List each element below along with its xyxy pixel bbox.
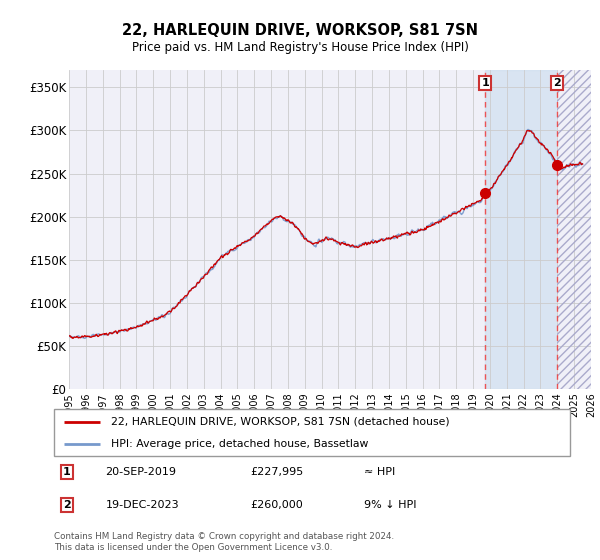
- Text: £227,995: £227,995: [250, 467, 304, 477]
- Text: Contains HM Land Registry data © Crown copyright and database right 2024.
This d: Contains HM Land Registry data © Crown c…: [54, 533, 394, 552]
- Text: 22, HARLEQUIN DRIVE, WORKSOP, S81 7SN (detached house): 22, HARLEQUIN DRIVE, WORKSOP, S81 7SN (d…: [111, 417, 449, 427]
- Text: 2: 2: [553, 78, 560, 88]
- Bar: [557, 70, 591, 389]
- Text: 19-DEC-2023: 19-DEC-2023: [106, 500, 179, 510]
- FancyBboxPatch shape: [54, 409, 570, 456]
- Text: £260,000: £260,000: [250, 500, 303, 510]
- Text: 20-SEP-2019: 20-SEP-2019: [106, 467, 176, 477]
- Text: 9% ↓ HPI: 9% ↓ HPI: [364, 500, 416, 510]
- Text: 1: 1: [481, 78, 489, 88]
- Text: ≈ HPI: ≈ HPI: [364, 467, 395, 477]
- Text: 1: 1: [63, 467, 71, 477]
- Bar: [485, 70, 557, 389]
- Text: HPI: Average price, detached house, Bassetlaw: HPI: Average price, detached house, Bass…: [111, 438, 368, 449]
- Text: 2: 2: [63, 500, 71, 510]
- Text: 22, HARLEQUIN DRIVE, WORKSOP, S81 7SN: 22, HARLEQUIN DRIVE, WORKSOP, S81 7SN: [122, 24, 478, 38]
- Text: Price paid vs. HM Land Registry's House Price Index (HPI): Price paid vs. HM Land Registry's House …: [131, 41, 469, 54]
- Bar: [557, 70, 591, 389]
